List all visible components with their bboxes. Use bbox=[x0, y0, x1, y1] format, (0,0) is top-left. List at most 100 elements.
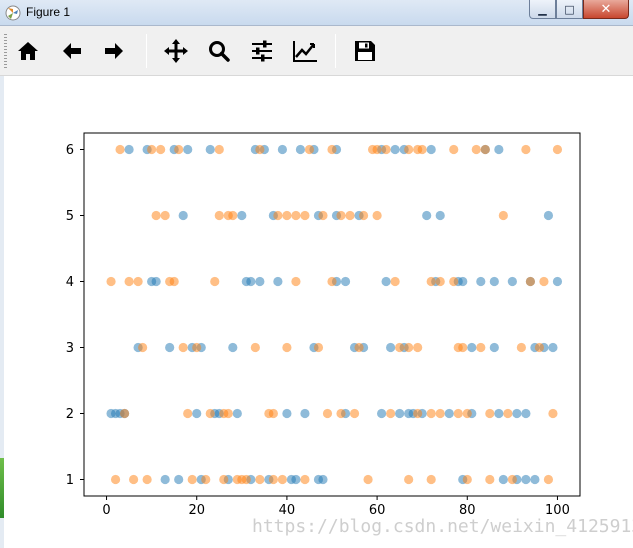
window-controls: ▁ □ ✕ bbox=[529, 0, 629, 20]
data-point bbox=[372, 210, 382, 221]
data-point bbox=[268, 408, 278, 419]
data-point bbox=[426, 474, 436, 485]
x-tick-label: 100 bbox=[545, 503, 570, 518]
data-point bbox=[462, 408, 472, 419]
data-point bbox=[241, 474, 251, 485]
data-point bbox=[498, 210, 508, 221]
home-icon bbox=[18, 42, 38, 60]
data-point bbox=[381, 276, 391, 287]
minimize-button[interactable]: ▁ bbox=[529, 0, 556, 19]
data-point bbox=[151, 276, 161, 287]
zoom-button[interactable] bbox=[203, 35, 235, 67]
data-point bbox=[174, 144, 184, 155]
data-point bbox=[413, 408, 423, 419]
y-tick-label: 4 bbox=[66, 275, 74, 290]
data-point bbox=[381, 144, 391, 155]
data-point bbox=[160, 210, 170, 221]
pan-button[interactable] bbox=[160, 35, 192, 67]
data-point bbox=[313, 342, 324, 353]
x-tick-label: 20 bbox=[188, 503, 205, 518]
data-point bbox=[476, 342, 486, 353]
data-point bbox=[106, 276, 116, 287]
data-point bbox=[205, 408, 215, 419]
maximize-button[interactable]: □ bbox=[556, 0, 583, 19]
x-tick-label: 80 bbox=[459, 503, 476, 518]
data-point bbox=[183, 408, 193, 419]
data-point bbox=[318, 474, 328, 485]
data-point bbox=[372, 144, 382, 155]
data-point bbox=[300, 210, 310, 221]
data-point bbox=[223, 408, 233, 419]
data-point bbox=[138, 342, 148, 353]
arrow-left-icon bbox=[63, 43, 81, 59]
data-point bbox=[516, 342, 526, 353]
data-point bbox=[318, 210, 328, 221]
data-point bbox=[485, 474, 495, 485]
data-point bbox=[115, 144, 125, 155]
y-tick-label: 5 bbox=[66, 209, 74, 224]
data-point bbox=[485, 408, 495, 419]
data-point bbox=[390, 144, 400, 155]
home-button[interactable] bbox=[12, 35, 44, 67]
data-point bbox=[354, 342, 364, 353]
data-point bbox=[210, 276, 220, 287]
data-point bbox=[151, 210, 161, 221]
data-point bbox=[521, 144, 531, 155]
data-point bbox=[133, 276, 143, 287]
desktop-edge bbox=[0, 458, 4, 518]
y-tick-label: 3 bbox=[66, 341, 74, 356]
data-point bbox=[340, 276, 351, 287]
data-point bbox=[435, 210, 445, 221]
y-tick-label: 2 bbox=[66, 407, 74, 422]
configure-subplots-button[interactable] bbox=[246, 35, 278, 67]
data-point bbox=[129, 474, 139, 485]
sliders-icon bbox=[252, 40, 272, 62]
data-point bbox=[110, 474, 121, 485]
data-point bbox=[255, 144, 265, 155]
axes-frame bbox=[83, 132, 581, 497]
data-point bbox=[142, 474, 152, 485]
data-point bbox=[165, 342, 175, 353]
data-point bbox=[548, 408, 558, 419]
data-point bbox=[395, 342, 405, 353]
x-tick-label: 40 bbox=[279, 503, 296, 518]
data-point bbox=[404, 474, 414, 485]
data-point bbox=[174, 474, 184, 485]
window-title: Figure 1 bbox=[26, 5, 71, 19]
data-point bbox=[444, 408, 454, 419]
data-point bbox=[273, 210, 283, 221]
data-point bbox=[480, 144, 490, 155]
data-point bbox=[232, 408, 242, 419]
data-point bbox=[295, 144, 306, 155]
axes-background bbox=[84, 133, 580, 496]
edit-axis-button[interactable] bbox=[289, 35, 321, 67]
data-point bbox=[327, 276, 337, 287]
data-point bbox=[336, 408, 346, 419]
matplotlib-app-icon bbox=[5, 5, 21, 21]
data-point bbox=[489, 342, 499, 353]
back-button[interactable] bbox=[56, 35, 88, 67]
data-point bbox=[426, 276, 436, 287]
toolbar-grip[interactable] bbox=[4, 34, 7, 68]
data-point bbox=[192, 342, 202, 353]
data-point bbox=[426, 144, 436, 155]
data-point bbox=[467, 342, 477, 353]
close-button[interactable]: ✕ bbox=[583, 0, 629, 19]
data-point bbox=[494, 408, 504, 419]
magnifier-icon bbox=[209, 41, 230, 62]
save-button[interactable] bbox=[349, 35, 381, 67]
navigation-toolbar bbox=[0, 26, 633, 76]
data-point bbox=[390, 276, 400, 287]
floppy-disk-icon bbox=[355, 41, 375, 61]
data-point bbox=[395, 408, 405, 419]
data-point bbox=[183, 144, 193, 155]
data-points bbox=[106, 144, 563, 485]
data-point bbox=[471, 144, 481, 155]
forward-button[interactable] bbox=[98, 35, 130, 67]
data-point bbox=[291, 210, 301, 221]
arrow-right-icon bbox=[105, 43, 123, 59]
data-point bbox=[268, 474, 278, 485]
data-point bbox=[458, 276, 468, 287]
data-point bbox=[273, 276, 283, 287]
data-point bbox=[169, 276, 179, 287]
